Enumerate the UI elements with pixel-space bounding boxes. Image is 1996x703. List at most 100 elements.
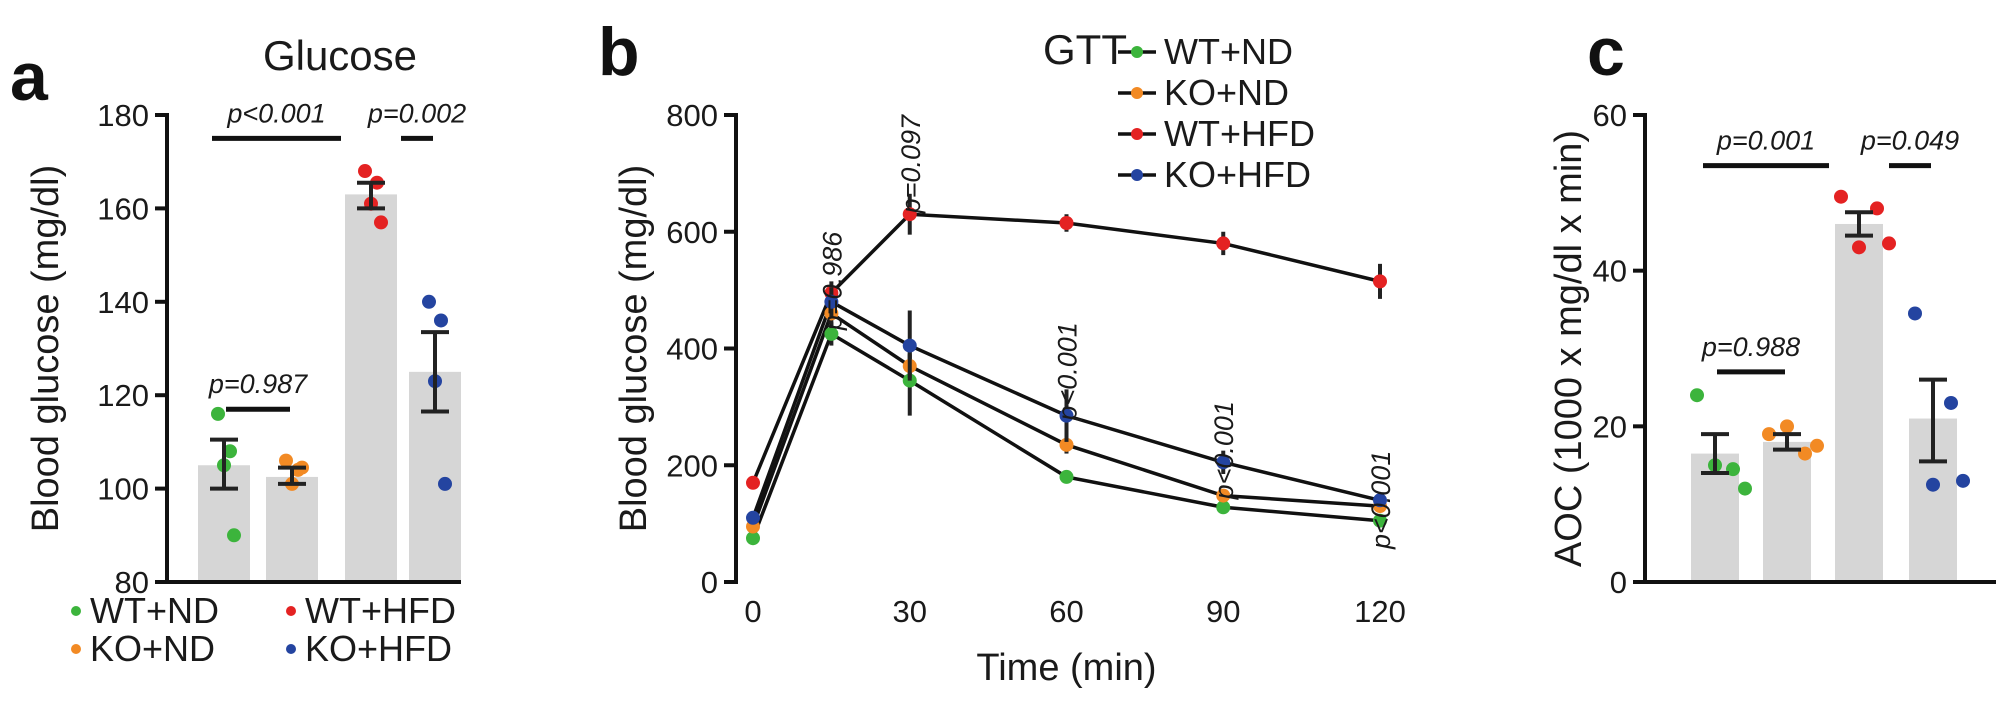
- data-point: [746, 531, 760, 546]
- series-line: [751, 310, 1381, 528]
- data-point: [1216, 455, 1231, 470]
- legend-item-KO+ND: KO+ND: [1118, 72, 1289, 113]
- data-point-KO+ND: [279, 453, 293, 468]
- chart-title: Glucose: [263, 32, 417, 79]
- legend-marker: [1131, 87, 1143, 99]
- p-value-label: p<0.001: [1366, 451, 1396, 550]
- data-point-WT+HFD: [358, 164, 372, 179]
- data-point-KO+HFD: [438, 476, 452, 491]
- data-point: [1373, 493, 1387, 508]
- y-tick-label: 60: [1593, 98, 1627, 133]
- series-WT+HFD: [751, 212, 1381, 484]
- data-point-WT+ND: [223, 444, 237, 459]
- legend-label: KO+ND: [90, 628, 215, 669]
- y-tick-label: 0: [701, 565, 718, 600]
- y-axis-label: Blood glucose (mg/dl): [25, 165, 67, 533]
- legend-label: WT+HFD: [1164, 113, 1315, 154]
- legend-marker: [1131, 46, 1143, 58]
- data-point-WT+ND: [1690, 388, 1704, 403]
- data-point: [746, 475, 760, 490]
- p-value-label: p=0.049: [1860, 126, 1959, 156]
- series-line: [751, 299, 1381, 519]
- panel-a: a Glucose Blood glucose (mg/dl) 80 100 120 140…: [10, 32, 466, 669]
- y-tick-label: 120: [97, 378, 149, 413]
- data-point: [1216, 500, 1231, 515]
- panel-b: b GTT Blood glucose (mg/dl) Time (min) 0 200 4…: [598, 14, 1406, 689]
- legend-label: WT+ND: [1164, 31, 1293, 72]
- y-tick-label: 400: [666, 332, 718, 367]
- legend-item-WT+ND: WT+ND: [71, 590, 219, 631]
- x-tick-label: 60: [1049, 594, 1083, 629]
- data-point: [902, 207, 917, 222]
- y-tick-label: 140: [97, 285, 149, 320]
- bar-WT+HFD: [345, 194, 397, 582]
- legend-marker: [71, 644, 81, 654]
- data-point: [1373, 274, 1387, 289]
- y-tick-label: 160: [97, 191, 149, 226]
- legend-label: WT+HFD: [305, 590, 456, 631]
- y-tick-label: 800: [666, 98, 718, 133]
- data-point-WT+HFD: [1852, 240, 1866, 255]
- y-tick-label: 600: [666, 215, 718, 250]
- data-point-KO+HFD: [1908, 306, 1922, 321]
- x-axis-label: Time (min): [976, 647, 1156, 689]
- data-point-KO+ND: [1810, 438, 1824, 453]
- data-point-WT+ND: [227, 528, 241, 543]
- legend-label: KO+HFD: [1164, 154, 1311, 195]
- x-tick-label: 90: [1206, 594, 1240, 629]
- legend-item-KO+ND: KO+ND: [71, 628, 215, 669]
- p-value-label: p=0.097: [896, 114, 926, 214]
- series-KO+ND: [751, 310, 1381, 528]
- panel-letter: c: [1587, 14, 1625, 90]
- p-value-label: p=0.986: [817, 231, 847, 331]
- legend-item-KO+HFD: KO+HFD: [1118, 154, 1311, 195]
- data-point: [1059, 469, 1074, 484]
- legend-marker: [1131, 128, 1143, 140]
- data-point-KO+HFD: [1956, 473, 1970, 488]
- y-tick-label: 20: [1593, 409, 1627, 444]
- y-tick-label: 80: [115, 565, 149, 600]
- series-WT+ND: [751, 331, 1381, 539]
- data-point: [902, 338, 917, 353]
- data-point-WT+ND: [1738, 481, 1752, 496]
- y-tick-label: 200: [666, 448, 718, 483]
- data-point: [746, 510, 760, 525]
- data-point-WT+ND: [1726, 462, 1740, 477]
- panel-c: c AOC (1000 x mg/dl x min) 0 20 40 60 p=0.001 p…: [1548, 14, 1996, 600]
- legend-label: KO+HFD: [305, 628, 452, 669]
- y-tick-label: 100: [97, 472, 149, 507]
- data-point-KO+HFD: [434, 313, 448, 328]
- data-point: [1216, 236, 1231, 251]
- panel-letter: b: [598, 14, 640, 90]
- p-value-label: p=0.001: [1716, 126, 1815, 156]
- legend-item-WT+HFD: WT+HFD: [1118, 113, 1315, 154]
- data-point-KO+ND: [1798, 446, 1812, 461]
- data-point-WT+HFD: [1870, 201, 1884, 216]
- bar-KO+ND: [266, 476, 318, 582]
- chart-title: GTT: [1043, 26, 1127, 73]
- p-value-label: p<0.001: [226, 98, 325, 128]
- data-point: [1059, 437, 1074, 452]
- data-point-KO+HFD: [1926, 477, 1940, 492]
- legend-marker: [71, 606, 81, 616]
- x-tick-label: 0: [744, 594, 761, 629]
- series-KO+HFD: [751, 299, 1381, 519]
- y-tick-label: 0: [1610, 565, 1627, 600]
- data-point: [824, 326, 839, 341]
- legend-item-WT+HFD: WT+HFD: [286, 590, 456, 631]
- data-point: [1216, 488, 1231, 503]
- data-point: [824, 294, 839, 309]
- data-point-WT+ND: [211, 406, 225, 421]
- data-point-KO+HFD: [422, 294, 436, 309]
- y-axis-label: AOC (1000 x mg/dl x min): [1548, 130, 1590, 567]
- y-tick-label: 180: [97, 98, 149, 133]
- data-point: [1059, 408, 1074, 423]
- p-value-label: p=0.987: [208, 369, 308, 399]
- series-line: [751, 331, 1381, 539]
- data-point-KO+HFD: [1944, 395, 1958, 410]
- p-value-label: p<0.001: [1053, 322, 1083, 421]
- data-point: [1059, 215, 1074, 230]
- data-point-WT+HFD: [1834, 189, 1848, 204]
- data-point-WT+HFD: [374, 215, 388, 230]
